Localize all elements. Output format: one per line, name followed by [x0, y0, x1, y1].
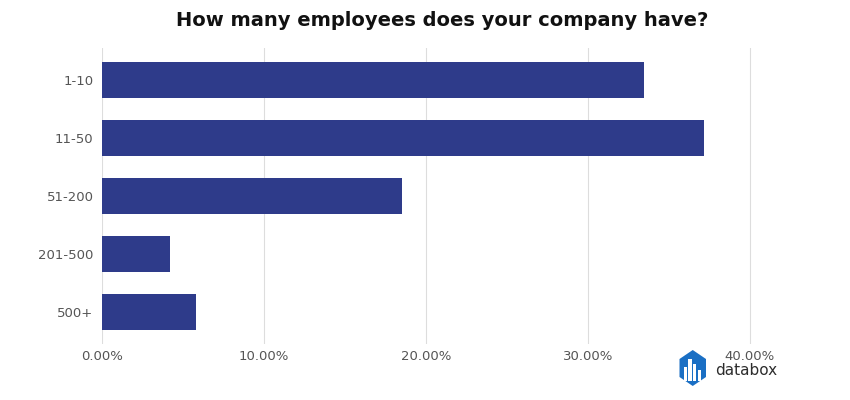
Bar: [102, 178, 401, 214]
Bar: [698, 370, 701, 381]
Title: How many employees does your company have?: How many employees does your company hav…: [176, 11, 708, 30]
Bar: [102, 120, 705, 156]
Bar: [102, 62, 644, 98]
Text: databox: databox: [716, 363, 778, 378]
Bar: [102, 236, 170, 272]
Bar: [102, 294, 196, 330]
Bar: [683, 367, 687, 381]
Bar: [693, 364, 696, 381]
Bar: [688, 359, 692, 381]
